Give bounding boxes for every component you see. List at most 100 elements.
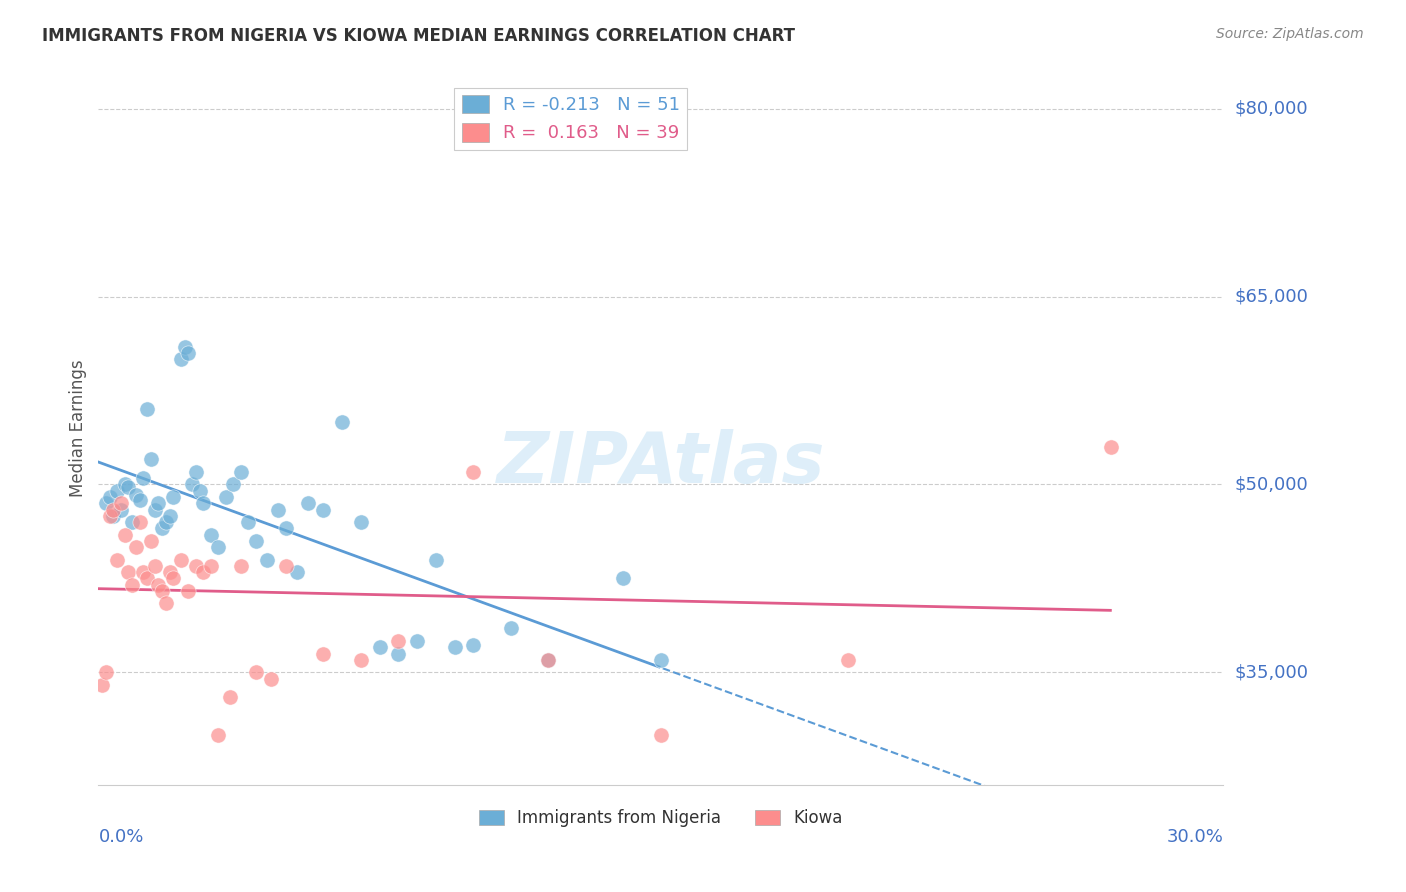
Text: IMMIGRANTS FROM NIGERIA VS KIOWA MEDIAN EARNINGS CORRELATION CHART: IMMIGRANTS FROM NIGERIA VS KIOWA MEDIAN …: [42, 27, 796, 45]
Point: [837, 653, 859, 667]
Point: [162, 490, 184, 504]
Point: [245, 665, 267, 680]
Point: [143, 558, 166, 573]
Point: [148, 496, 170, 510]
Point: [387, 634, 409, 648]
Point: [425, 552, 447, 566]
Point: [170, 352, 193, 367]
Point: [139, 452, 162, 467]
Point: [463, 638, 485, 652]
Point: [91, 678, 114, 692]
Point: [181, 477, 204, 491]
Point: [274, 521, 297, 535]
Point: [184, 465, 207, 479]
Point: [117, 480, 139, 494]
Point: [368, 640, 391, 655]
Point: [136, 402, 159, 417]
Point: [537, 653, 560, 667]
Point: [114, 477, 136, 491]
Point: [148, 577, 170, 591]
Legend: Immigrants from Nigeria, Kiowa: Immigrants from Nigeria, Kiowa: [472, 803, 849, 834]
Point: [256, 552, 278, 566]
Point: [200, 558, 222, 573]
Point: [188, 483, 211, 498]
Text: $50,000: $50,000: [1234, 475, 1308, 493]
Point: [159, 508, 181, 523]
Point: [139, 533, 162, 548]
Point: [193, 496, 215, 510]
Text: 30.0%: 30.0%: [1167, 828, 1223, 846]
Point: [312, 502, 335, 516]
Point: [121, 577, 143, 591]
Point: [184, 558, 207, 573]
Point: [650, 728, 672, 742]
Point: [350, 515, 373, 529]
Point: [98, 490, 121, 504]
Point: [150, 583, 173, 598]
Text: $65,000: $65,000: [1234, 288, 1308, 306]
Point: [218, 690, 240, 705]
Point: [406, 634, 429, 648]
Point: [170, 552, 193, 566]
Point: [200, 527, 222, 541]
Point: [128, 515, 150, 529]
Point: [103, 502, 125, 516]
Point: [229, 558, 252, 573]
Point: [207, 540, 229, 554]
Point: [238, 515, 260, 529]
Point: [229, 465, 252, 479]
Point: [159, 565, 181, 579]
Point: [312, 647, 335, 661]
Point: [132, 471, 155, 485]
Point: [162, 571, 184, 585]
Text: Source: ZipAtlas.com: Source: ZipAtlas.com: [1216, 27, 1364, 41]
Point: [132, 565, 155, 579]
Point: [463, 465, 485, 479]
Point: [155, 596, 177, 610]
Point: [103, 508, 125, 523]
Point: [222, 477, 245, 491]
Point: [350, 653, 373, 667]
Point: [125, 487, 148, 501]
Point: [105, 552, 128, 566]
Point: [94, 496, 117, 510]
Point: [98, 508, 121, 523]
Point: [177, 346, 200, 360]
Point: [267, 502, 290, 516]
Point: [155, 515, 177, 529]
Point: [143, 502, 166, 516]
Point: [110, 496, 132, 510]
Point: [499, 622, 522, 636]
Point: [274, 558, 297, 573]
Point: [110, 502, 132, 516]
Text: $35,000: $35,000: [1234, 664, 1309, 681]
Point: [330, 415, 353, 429]
Text: ZIPAtlas: ZIPAtlas: [496, 429, 825, 499]
Point: [173, 340, 195, 354]
Point: [150, 521, 173, 535]
Point: [537, 653, 560, 667]
Point: [105, 483, 128, 498]
Point: [121, 515, 143, 529]
Point: [207, 728, 229, 742]
Point: [117, 565, 139, 579]
Point: [128, 492, 150, 507]
Point: [1099, 440, 1122, 454]
Point: [443, 640, 465, 655]
Point: [177, 583, 200, 598]
Point: [387, 647, 409, 661]
Point: [193, 565, 215, 579]
Point: [612, 571, 634, 585]
Y-axis label: Median Earnings: Median Earnings: [69, 359, 87, 497]
Point: [650, 653, 672, 667]
Point: [125, 540, 148, 554]
Text: 0.0%: 0.0%: [98, 828, 143, 846]
Text: $80,000: $80,000: [1234, 100, 1308, 118]
Point: [136, 571, 159, 585]
Point: [114, 527, 136, 541]
Point: [94, 665, 117, 680]
Point: [245, 533, 267, 548]
Point: [285, 565, 308, 579]
Point: [297, 496, 319, 510]
Point: [260, 672, 283, 686]
